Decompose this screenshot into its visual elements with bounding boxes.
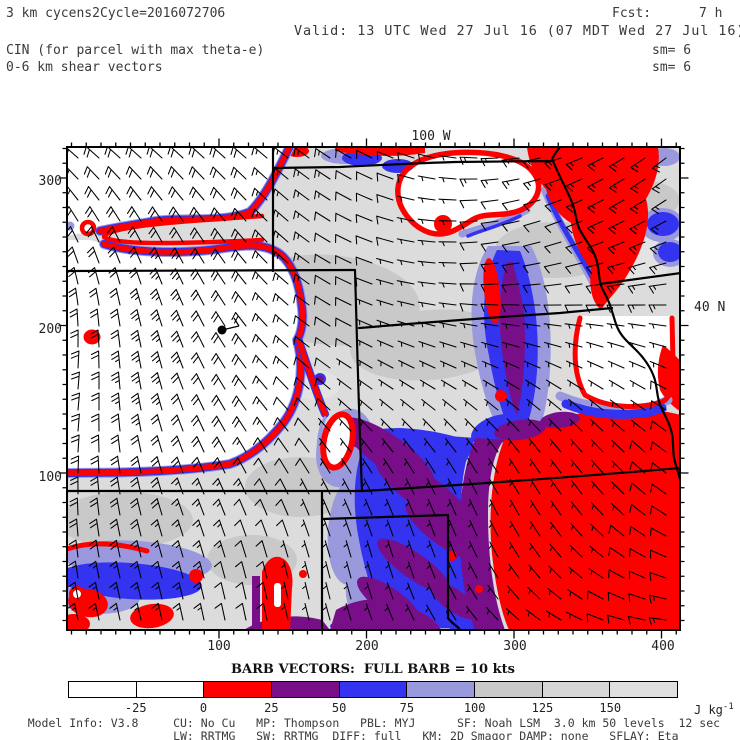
x-axis-tick-label: 200	[355, 639, 378, 654]
colorbar-segment	[69, 682, 137, 697]
colorbar-segment	[475, 682, 543, 697]
colorbar-segment	[136, 682, 205, 697]
colorbar-segment	[407, 682, 476, 697]
colorbar-tick-label: 0	[199, 701, 208, 715]
colorbar-tick-label: 125	[531, 701, 554, 715]
model-name: 3 km cycens2	[6, 6, 100, 21]
field-subtitle: 0-6 km shear vectors	[6, 60, 163, 75]
x-axis-tick-label: 300	[503, 639, 526, 654]
longitude-label: 100 W	[411, 129, 450, 144]
map-contour-layers	[68, 148, 680, 629]
colorbar-segment	[272, 682, 340, 697]
axis-labels: 100 200 300 400 300 200 100 100 W 40 N	[39, 129, 726, 654]
colorbar-tick-label: -25	[124, 701, 147, 715]
colorbar-segment	[339, 682, 408, 697]
barb-legend-title: BARB VECTORS: FULL BARB = 10 kts	[231, 662, 515, 677]
wind-barbs-layer	[68, 148, 667, 626]
valid-time: Valid: 13 UTC Wed 27 Jul 16 (07 MDT Wed …	[294, 23, 740, 39]
x-axis-tick-label: 100	[207, 639, 230, 654]
latitude-label: 40 N	[694, 300, 725, 315]
map-axes	[58, 138, 689, 639]
colorbar-segment	[610, 682, 678, 697]
y-axis-tick-label: 300	[39, 174, 62, 189]
fcst-label: Fcst:	[612, 6, 652, 21]
colorbar-tick-label: 50	[331, 701, 347, 715]
state-borders	[68, 148, 680, 629]
colorbar-segment	[542, 682, 611, 697]
colorbar-tick-label: 75	[399, 701, 415, 715]
model-info-line1: Model Info: V3.8 CU: No Cu MP: Thompson …	[0, 716, 721, 730]
colorbar-tick-label: 25	[264, 701, 279, 715]
field-title: CIN (for parcel with max theta-e)	[6, 43, 265, 58]
colorbar-segment	[204, 682, 273, 697]
y-axis-tick-label: 200	[39, 322, 62, 337]
cycle-label: Cycle=2016072706	[100, 6, 226, 21]
colorbar-tick-label: 100	[463, 701, 486, 715]
colorbar-tick-label: 150	[599, 701, 622, 715]
cin-colorbar	[68, 681, 678, 698]
cin-shear-map: 100 200 300 400 300 200 100 100 W 40 N	[39, 129, 726, 654]
model-info-line2: LW: RRTMG SW: RRTMG DIFF: full KM: 2D Sm…	[0, 729, 679, 740]
smooth-bottom: sm= 6	[652, 60, 692, 75]
y-axis-tick-label: 100	[39, 470, 62, 485]
colorbar-units: J kg-1	[694, 702, 734, 717]
smooth-top: sm= 6	[652, 43, 692, 58]
station-marker	[217, 317, 240, 335]
fcst-value: 7 h	[699, 6, 723, 21]
x-axis-tick-label: 400	[651, 639, 674, 654]
